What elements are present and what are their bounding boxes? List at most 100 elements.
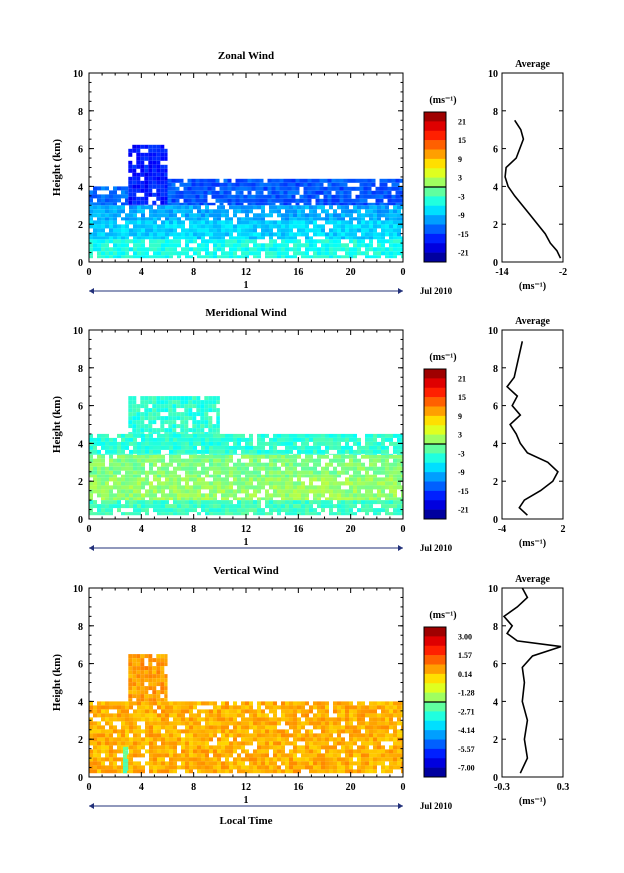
heatmap-cell	[128, 152, 133, 157]
heatmap-cell	[113, 232, 117, 237]
heatmap-cell	[237, 470, 241, 475]
heatmap-cell	[305, 454, 309, 459]
heatmap-cell	[277, 508, 281, 513]
heatmap-cell	[153, 765, 157, 770]
heatmap-cell	[309, 213, 313, 218]
heatmap-cell	[93, 485, 97, 490]
heatmap-cell	[176, 396, 181, 401]
heatmap-cell	[389, 757, 393, 762]
heatmap-cell	[293, 462, 297, 467]
heatmap-cell	[132, 184, 137, 189]
heatmap-cell	[353, 753, 357, 758]
heatmap-cell	[357, 717, 361, 722]
heatmap-cell	[160, 148, 165, 153]
heatmap-cell	[156, 662, 161, 667]
heatmap-cell	[165, 477, 169, 482]
heatmap-cell	[237, 512, 241, 516]
heatmap-cell	[401, 255, 403, 259]
heatmap-cell	[325, 255, 329, 259]
heatmap-cell	[269, 737, 273, 742]
heatmap-cell	[349, 449, 353, 454]
heatmap-cell	[305, 239, 309, 244]
heatmap-cell	[245, 769, 249, 774]
heatmap-cell	[269, 725, 273, 730]
heatmap-cell	[341, 232, 345, 237]
heatmap-cell	[209, 466, 213, 471]
heatmap-cell	[117, 709, 121, 714]
colorbar-tick-label: -21	[458, 506, 469, 515]
heatmap-cell	[327, 178, 332, 183]
heatmap-cell	[113, 186, 117, 191]
heatmap-cell	[297, 220, 301, 225]
heatmap-cell	[193, 462, 197, 467]
heatmap-cell	[161, 236, 165, 240]
heatmap-cell	[285, 437, 289, 442]
heatmap-cell	[225, 220, 229, 225]
heatmap-cell	[329, 217, 333, 221]
heatmap-cell	[279, 202, 284, 206]
heatmap-cell	[157, 701, 161, 706]
heatmap-cell	[401, 213, 403, 218]
heatmap-cell	[168, 400, 173, 405]
heatmap-cell	[281, 508, 285, 513]
heatmap-cell	[349, 721, 353, 726]
heatmap-cell	[257, 462, 261, 467]
heatmap-cell	[349, 247, 353, 252]
heatmap-cell	[213, 717, 217, 722]
heatmap-cell	[283, 190, 288, 195]
heatmap-cell	[137, 508, 141, 513]
heatmap-cell	[313, 508, 317, 513]
heatmap-cell	[257, 512, 261, 516]
heatmap-cell	[157, 236, 161, 240]
heatmap-cell	[361, 474, 365, 478]
heatmap-cell	[293, 725, 297, 730]
heatmap-cell	[89, 705, 93, 710]
heatmap-cell	[207, 182, 212, 187]
heatmap-cell	[148, 144, 153, 149]
heatmap-cell	[137, 761, 141, 766]
heatmap-cell	[233, 765, 237, 770]
heatmap-cell	[323, 186, 328, 191]
heatmap-cell	[341, 481, 345, 486]
heatmap-cell	[341, 458, 345, 463]
heatmap-cell	[307, 190, 312, 195]
heatmap-cell	[365, 721, 369, 726]
heatmap-cell	[397, 454, 401, 459]
heatmap-cell	[401, 729, 403, 734]
heatmap-cell	[156, 400, 161, 405]
heatmap-cell	[363, 198, 368, 203]
heatmap-cell	[373, 705, 377, 710]
heatmap-cell	[221, 437, 225, 442]
heatmap-cell	[172, 408, 177, 413]
heatmap-cell	[289, 247, 293, 252]
heatmap-cell	[137, 209, 141, 214]
heatmap-cell	[177, 441, 181, 446]
heatmap-cell	[353, 247, 357, 252]
heatmap-cell	[257, 437, 261, 442]
heatmap-cell	[381, 458, 385, 463]
heatmap-cell	[136, 404, 141, 409]
heatmap-cell	[345, 209, 349, 214]
day-arrow-left	[89, 545, 94, 551]
heatmap-cell	[317, 493, 321, 498]
heatmap-cell	[261, 209, 265, 214]
heatmap-cell	[132, 396, 137, 401]
colorbar-segment	[424, 158, 446, 169]
heatmap-cell	[101, 220, 105, 225]
heatmap-cell	[149, 497, 153, 501]
x-tick-label: 8	[191, 524, 196, 535]
heatmap-cell	[105, 765, 109, 770]
heatmap-cell	[109, 489, 113, 494]
heatmap-cell	[199, 194, 204, 199]
heatmap-cell	[341, 449, 345, 454]
heatmap-cell	[157, 209, 161, 214]
heatmap-cell	[161, 717, 165, 722]
heatmap-cell	[261, 441, 265, 446]
heatmap-cell	[181, 489, 185, 494]
y-axis-label: Height (km)	[51, 396, 63, 453]
heatmap-cell	[269, 247, 273, 252]
heatmap-cell	[149, 753, 153, 758]
heatmap-cell	[89, 757, 93, 762]
heatmap-cell	[109, 202, 113, 206]
